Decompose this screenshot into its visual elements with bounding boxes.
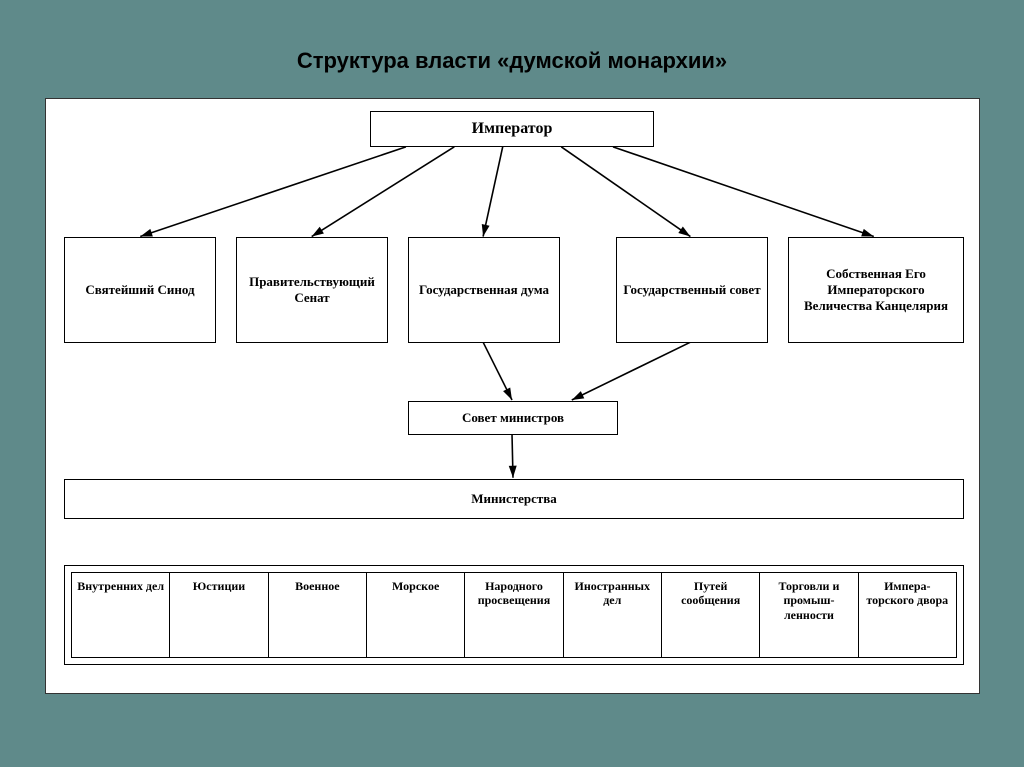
ministry-cell: Иност­ранных дел [563,572,662,658]
node-chancery: Собственная Его Императорского Величеств… [788,237,964,343]
node-duma: Государствен­ная дума [408,237,560,343]
node-senate: Правитель­ствующий Сенат [236,237,388,343]
node-emperor: Император [370,111,654,147]
ministry-cell: Торговли и промыш­ленности [759,572,858,658]
ministry-cell: Морское [366,572,465,658]
ministry-cell: Импера­торского двора [858,572,957,658]
node-ministries: Министерства [64,479,964,519]
ministry-cell: Внутрен­них дел [71,572,170,658]
ministry-cell: Военное [268,572,367,658]
diagram-panel: Внутрен­них делЮстицииВоенноеМорскоеНаро… [45,98,980,694]
node-council: Государствен­ный совет [616,237,768,343]
ministry-cell: Путей сообщения [661,572,760,658]
node-cabmin: Совет министров [408,401,618,435]
page-title: Структура власти «думской монархии» [0,0,1024,94]
ministries-container: Внутрен­них делЮстицииВоенноеМорскоеНаро… [64,565,964,665]
ministries-inner: Внутрен­них делЮстицииВоенноеМорскоеНаро… [71,572,957,658]
node-synod: Святейший Синод [64,237,216,343]
ministry-cell: Юстиции [169,572,268,658]
ministry-cell: Народного просвеще­ния [464,572,563,658]
